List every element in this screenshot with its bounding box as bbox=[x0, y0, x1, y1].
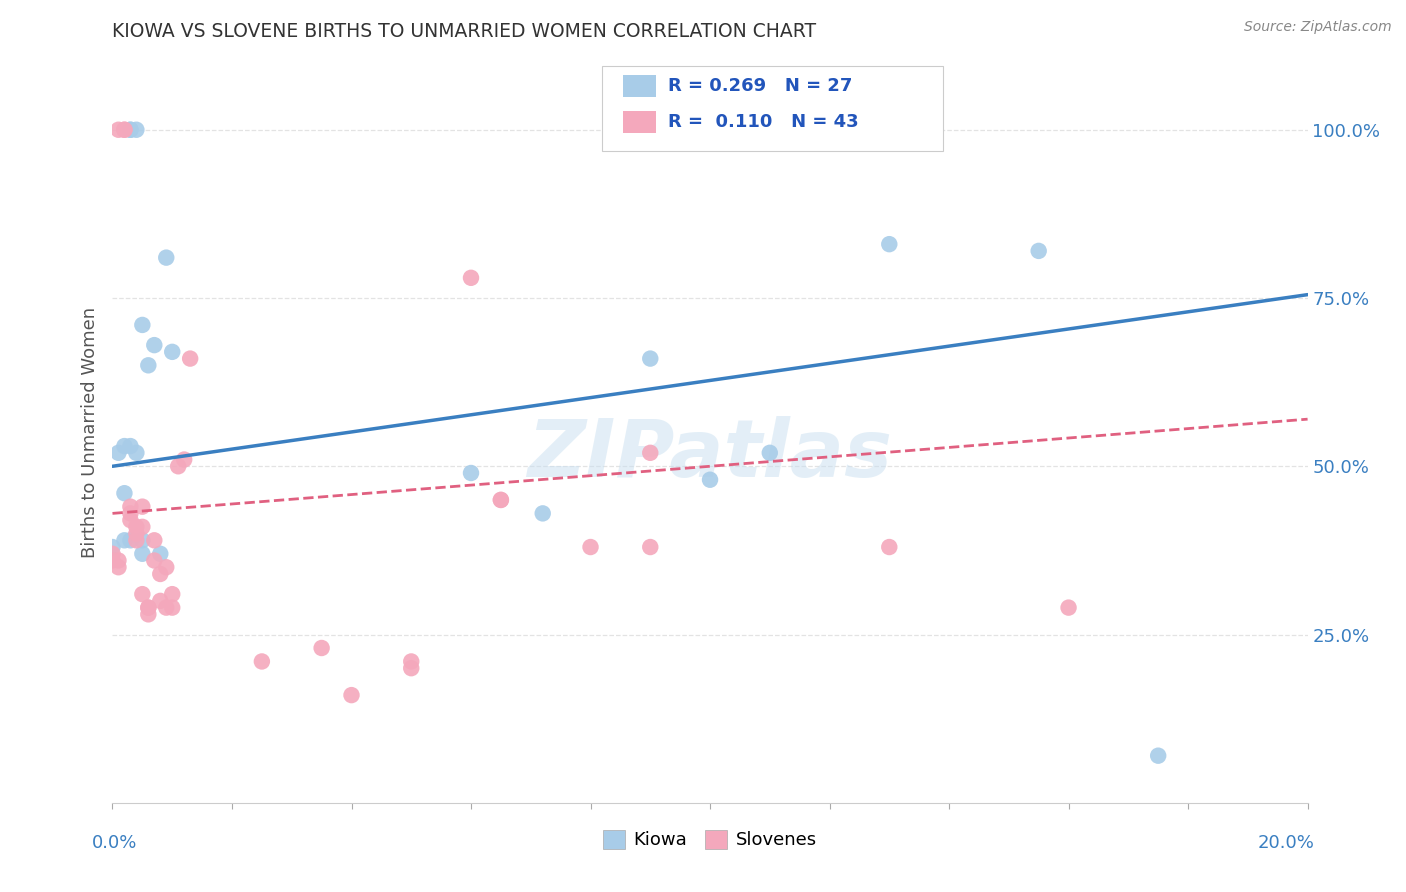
Point bbox=[107, 553, 129, 567]
Point bbox=[114, 122, 135, 136]
Point bbox=[340, 688, 363, 702]
FancyBboxPatch shape bbox=[623, 75, 657, 97]
Point bbox=[107, 446, 129, 460]
Point bbox=[131, 318, 153, 332]
Point bbox=[125, 520, 148, 534]
Point bbox=[114, 486, 135, 500]
FancyBboxPatch shape bbox=[623, 111, 657, 133]
Point bbox=[640, 351, 662, 366]
Point bbox=[1147, 748, 1170, 763]
Point bbox=[179, 351, 201, 366]
Point bbox=[107, 122, 129, 136]
FancyBboxPatch shape bbox=[603, 66, 943, 152]
Point bbox=[143, 338, 166, 352]
Point bbox=[114, 122, 135, 136]
Point bbox=[759, 446, 782, 460]
Text: Source: ZipAtlas.com: Source: ZipAtlas.com bbox=[1244, 20, 1392, 34]
Point bbox=[120, 122, 142, 136]
Legend: Kiowa, Slovenes: Kiowa, Slovenes bbox=[596, 823, 824, 856]
Point bbox=[579, 540, 602, 554]
Point bbox=[460, 270, 482, 285]
Point bbox=[173, 452, 195, 467]
Point bbox=[125, 122, 148, 136]
Text: ZIPatlas: ZIPatlas bbox=[527, 416, 893, 494]
Point bbox=[879, 540, 901, 554]
Point bbox=[149, 547, 172, 561]
Point bbox=[138, 600, 160, 615]
Y-axis label: Births to Unmarried Women: Births to Unmarried Women bbox=[80, 307, 98, 558]
Text: 0.0%: 0.0% bbox=[91, 834, 136, 852]
Point bbox=[120, 533, 142, 548]
Point bbox=[155, 560, 177, 574]
Point bbox=[125, 446, 148, 460]
Point bbox=[120, 122, 142, 136]
Point bbox=[101, 540, 124, 554]
Point bbox=[107, 560, 129, 574]
Point bbox=[699, 473, 721, 487]
Point bbox=[1057, 600, 1080, 615]
Point bbox=[114, 439, 135, 453]
Point bbox=[131, 533, 153, 548]
Point bbox=[120, 513, 142, 527]
Point bbox=[125, 526, 148, 541]
Point bbox=[120, 500, 142, 514]
Point bbox=[460, 466, 482, 480]
Point bbox=[162, 587, 183, 601]
Point bbox=[125, 533, 148, 548]
Point bbox=[149, 594, 172, 608]
Point bbox=[250, 655, 273, 669]
Point bbox=[1028, 244, 1050, 258]
Point bbox=[531, 507, 554, 521]
Point bbox=[401, 655, 423, 669]
Point bbox=[138, 359, 160, 373]
Point bbox=[101, 553, 124, 567]
Point bbox=[489, 492, 512, 507]
Point bbox=[149, 566, 172, 581]
Point bbox=[311, 640, 333, 655]
Point bbox=[138, 600, 160, 615]
Point bbox=[167, 459, 190, 474]
Point bbox=[120, 439, 142, 453]
Point bbox=[640, 446, 662, 460]
Point bbox=[120, 507, 142, 521]
Point bbox=[162, 600, 183, 615]
Point bbox=[131, 547, 153, 561]
Point bbox=[138, 607, 160, 622]
Point bbox=[143, 553, 166, 567]
Point bbox=[101, 547, 124, 561]
Point bbox=[131, 587, 153, 601]
Text: R = 0.269   N = 27: R = 0.269 N = 27 bbox=[668, 77, 852, 95]
Point bbox=[401, 661, 423, 675]
Point bbox=[162, 344, 183, 359]
Point bbox=[114, 533, 135, 548]
Text: KIOWA VS SLOVENE BIRTHS TO UNMARRIED WOMEN CORRELATION CHART: KIOWA VS SLOVENE BIRTHS TO UNMARRIED WOM… bbox=[112, 22, 817, 41]
Point bbox=[131, 500, 153, 514]
Point bbox=[640, 540, 662, 554]
Point bbox=[143, 533, 166, 548]
Text: 20.0%: 20.0% bbox=[1258, 834, 1315, 852]
Point bbox=[489, 492, 512, 507]
Text: R =  0.110   N = 43: R = 0.110 N = 43 bbox=[668, 112, 859, 130]
Point bbox=[155, 251, 177, 265]
Point bbox=[155, 600, 177, 615]
Point bbox=[879, 237, 901, 252]
Point bbox=[131, 520, 153, 534]
